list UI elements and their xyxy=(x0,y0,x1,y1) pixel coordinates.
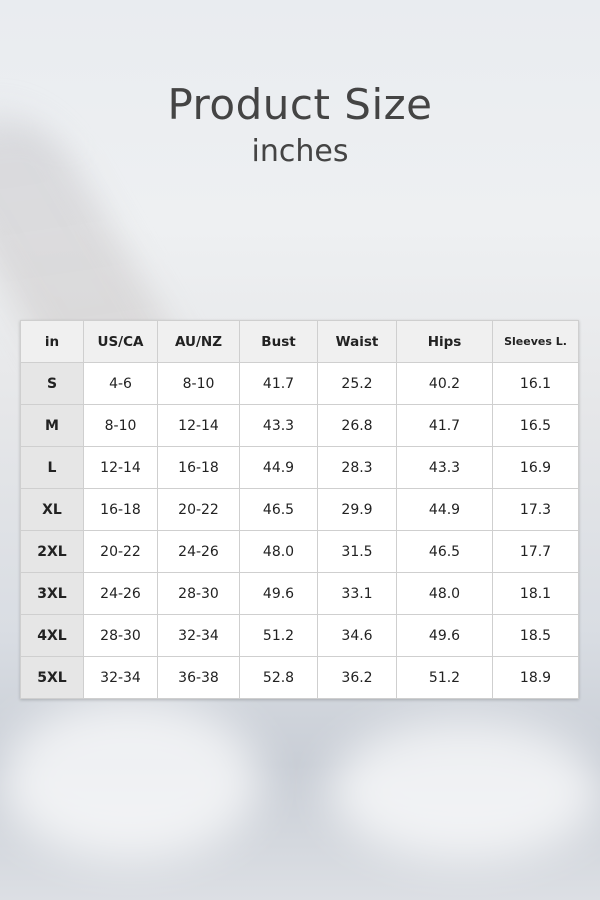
size-label-cell: L xyxy=(20,446,84,489)
unit-subtitle: inches xyxy=(251,134,349,169)
table-cell: 36-38 xyxy=(157,656,240,699)
table-row: 4XL 28-30 32-34 51.2 34.6 49.6 18.5 xyxy=(20,614,579,657)
background-cloud xyxy=(0,700,260,860)
table-cell: 31.5 xyxy=(317,530,397,573)
column-header: AU/NZ xyxy=(157,320,240,363)
size-label-cell: M xyxy=(20,404,84,447)
table-cell: 8-10 xyxy=(83,404,158,447)
table-cell: 33.1 xyxy=(317,572,397,615)
size-label-cell: 5XL xyxy=(20,656,84,699)
column-header: Waist xyxy=(317,320,397,363)
table-cell: 32-34 xyxy=(83,656,158,699)
column-header: Sleeves L. xyxy=(492,320,579,363)
table-cell: 17.3 xyxy=(492,488,579,531)
column-header: Hips xyxy=(396,320,493,363)
table-cell: 48.0 xyxy=(239,530,318,573)
table-cell: 24-26 xyxy=(157,530,240,573)
table-cell: 16.1 xyxy=(492,362,579,405)
table-row: M 8-10 12-14 43.3 26.8 41.7 16.5 xyxy=(20,404,579,447)
table-cell: 43.3 xyxy=(239,404,318,447)
table-cell: 18.5 xyxy=(492,614,579,657)
size-chart-table: in US/CA AU/NZ Bust Waist Hips Sleeves L. S 4-6… xyxy=(20,320,579,699)
table-cell: 28-30 xyxy=(83,614,158,657)
column-header: US/CA xyxy=(83,320,158,363)
table-row: XL 16-18 20-22 46.5 29.9 44.9 17.3 xyxy=(20,488,579,531)
table-cell: 36.2 xyxy=(317,656,397,699)
table-cell: 18.9 xyxy=(492,656,579,699)
background-cloud xyxy=(330,720,600,860)
table-cell: 16-18 xyxy=(157,446,240,489)
size-label-cell: 3XL xyxy=(20,572,84,615)
table-cell: 41.7 xyxy=(239,362,318,405)
size-label-cell: 2XL xyxy=(20,530,84,573)
table-cell: 25.2 xyxy=(317,362,397,405)
table-row: 2XL 20-22 24-26 48.0 31.5 46.5 17.7 xyxy=(20,530,579,573)
table-cell: 16-18 xyxy=(83,488,158,531)
table-cell: 12-14 xyxy=(157,404,240,447)
table-cell: 12-14 xyxy=(83,446,158,489)
table-cell: 46.5 xyxy=(396,530,493,573)
table-cell: 48.0 xyxy=(396,572,493,615)
table-row: 5XL 32-34 36-38 52.8 36.2 51.2 18.9 xyxy=(20,656,579,699)
table-cell: 18.1 xyxy=(492,572,579,615)
table-cell: 17.7 xyxy=(492,530,579,573)
table-cell: 46.5 xyxy=(239,488,318,531)
table-cell: 4-6 xyxy=(83,362,158,405)
table-row: 3XL 24-26 28-30 49.6 33.1 48.0 18.1 xyxy=(20,572,579,615)
table-cell: 44.9 xyxy=(396,488,493,531)
table-cell: 16.9 xyxy=(492,446,579,489)
size-label-cell: 4XL xyxy=(20,614,84,657)
table-cell: 24-26 xyxy=(83,572,158,615)
table-cell: 40.2 xyxy=(396,362,493,405)
table-cell: 41.7 xyxy=(396,404,493,447)
size-label-cell: S xyxy=(20,362,84,405)
table-cell: 28.3 xyxy=(317,446,397,489)
table-cell: 49.6 xyxy=(239,572,318,615)
table-cell: 29.9 xyxy=(317,488,397,531)
table-cell: 49.6 xyxy=(396,614,493,657)
table-cell: 26.8 xyxy=(317,404,397,447)
table-cell: 20-22 xyxy=(157,488,240,531)
table-cell: 20-22 xyxy=(83,530,158,573)
column-header: Bust xyxy=(239,320,318,363)
table-cell: 43.3 xyxy=(396,446,493,489)
table-row: L 12-14 16-18 44.9 28.3 43.3 16.9 xyxy=(20,446,579,489)
size-label-cell: XL xyxy=(20,488,84,531)
table-header-row: in US/CA AU/NZ Bust Waist Hips Sleeves L. xyxy=(20,320,579,363)
table-cell: 52.8 xyxy=(239,656,318,699)
table-cell: 28-30 xyxy=(157,572,240,615)
page-title: Product Size xyxy=(167,80,433,129)
table-cell: 34.6 xyxy=(317,614,397,657)
column-header: in xyxy=(20,320,84,363)
table-cell: 32-34 xyxy=(157,614,240,657)
table-row: S 4-6 8-10 41.7 25.2 40.2 16.1 xyxy=(20,362,579,405)
table-cell: 8-10 xyxy=(157,362,240,405)
table-cell: 44.9 xyxy=(239,446,318,489)
table-cell: 51.2 xyxy=(239,614,318,657)
table-cell: 51.2 xyxy=(396,656,493,699)
table-cell: 16.5 xyxy=(492,404,579,447)
